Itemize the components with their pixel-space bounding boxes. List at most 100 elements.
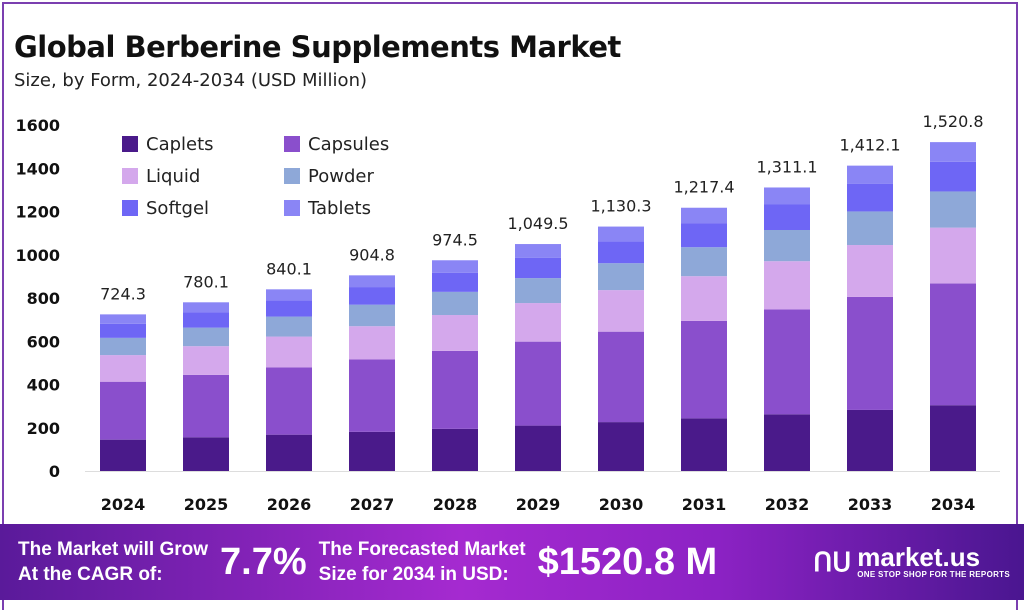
bar-segment-softgel	[432, 272, 478, 292]
brand-logo: ՈՍ market.us ONE STOP SHOP FOR THE REPOR…	[813, 544, 1010, 580]
bar-segment-tablets	[764, 187, 810, 205]
chart-subtitle: Size, by Form, 2024-2034 (USD Million)	[14, 70, 367, 91]
bar-segment-softgel	[183, 312, 229, 328]
data-label-total: 840.1	[266, 259, 312, 278]
bar-segment-tablets	[681, 207, 727, 224]
y-tick-label: 1200	[15, 203, 60, 222]
bar-segment-softgel	[515, 257, 561, 279]
y-tick-label: 200	[27, 419, 60, 438]
brand-name: market.us	[857, 542, 981, 572]
legend-swatch-powder	[284, 168, 300, 184]
bar-segment-capsules	[598, 331, 644, 423]
data-label-total: 1,520.8	[922, 112, 983, 131]
bar-segment-powder	[349, 304, 395, 327]
x-tick-label: 2032	[765, 495, 810, 514]
cagr-label-line2: At the CAGR of:	[18, 564, 163, 585]
y-tick-label: 1600	[15, 116, 60, 135]
bar-segment-liquid	[847, 245, 893, 297]
y-tick-label: 1400	[15, 159, 60, 178]
bar-segment-liquid	[681, 276, 727, 321]
bar-segment-caplets	[930, 405, 976, 471]
legend-label-liquid: Liquid	[146, 166, 200, 187]
bar-segment-caplets	[515, 425, 561, 471]
x-tick-label: 2027	[350, 495, 395, 514]
bar-segment-tablets	[100, 314, 146, 324]
x-tick-label: 2033	[848, 495, 893, 514]
legend-swatch-softgel	[122, 200, 138, 216]
bar-segment-liquid	[349, 326, 395, 360]
brand-tagline: ONE STOP SHOP FOR THE REPORTS	[857, 570, 1010, 579]
x-tick-label: 2024	[101, 495, 146, 514]
bar-segment-liquid	[100, 355, 146, 382]
bar-segment-capsules	[100, 381, 146, 440]
bar-segment-liquid	[515, 303, 561, 342]
bar-segment-powder	[681, 247, 727, 277]
bar-segment-softgel	[100, 323, 146, 338]
bar-segment-tablets	[432, 260, 478, 273]
bar-segment-tablets	[266, 289, 312, 301]
forecast-value: $1520.8 M	[537, 540, 718, 583]
bar-segment-caplets	[432, 428, 478, 471]
bar-segment-softgel	[847, 183, 893, 212]
bar-segment-tablets	[847, 165, 893, 184]
bar-segment-caplets	[598, 422, 644, 471]
data-label-total: 1,217.4	[673, 178, 734, 197]
data-label-total: 1,412.1	[839, 136, 900, 155]
bar-segment-tablets	[598, 226, 644, 242]
legend-label-softgel: Softgel	[146, 198, 209, 219]
bar-segment-powder	[100, 337, 146, 356]
bar-segment-caplets	[764, 414, 810, 471]
cagr-label: The Market will Grow At the CAGR of:	[18, 537, 208, 587]
forecast-label: The Forecasted Market Size for 2034 in U…	[319, 537, 526, 587]
bar-segment-liquid	[598, 290, 644, 332]
bar-segment-powder	[183, 327, 229, 347]
data-label-total: 724.3	[100, 284, 146, 303]
x-tick-label: 2028	[433, 495, 478, 514]
legend-label-caplets: Caplets	[146, 134, 214, 155]
bar-segment-liquid	[764, 261, 810, 310]
data-label-total: 1,311.1	[756, 157, 817, 176]
bar-segment-powder	[764, 230, 810, 262]
bar-segment-caplets	[349, 431, 395, 471]
cagr-label-line1: The Market will Grow	[18, 539, 209, 560]
y-tick-label: 600	[27, 332, 60, 351]
data-label-total: 1,130.3	[590, 197, 651, 216]
data-label-total: 1,049.5	[507, 214, 568, 233]
bar-segment-softgel	[681, 223, 727, 248]
legend-swatch-caplets	[122, 136, 138, 152]
data-label-total: 974.5	[432, 230, 478, 249]
legend-label-powder: Powder	[308, 166, 374, 187]
bar-segment-caplets	[266, 434, 312, 471]
y-tick-label: 400	[27, 376, 60, 395]
stacked-bar-chart: 0 200 400 600 800 1000 1200 1400 1600 724.3 2024 78…	[15, 112, 1000, 514]
bar-segment-tablets	[515, 244, 561, 258]
bar-segment-tablets	[349, 275, 395, 288]
bar-segment-capsules	[681, 320, 727, 419]
bar-segment-powder	[432, 291, 478, 316]
bar-segment-capsules	[515, 341, 561, 426]
forecast-label-line2: Size for 2034 in USD:	[318, 564, 509, 585]
x-tick-label: 2026	[267, 495, 312, 514]
bar-segment-capsules	[764, 309, 810, 415]
bar-segment-tablets	[930, 142, 976, 162]
data-label-total: 780.1	[183, 272, 229, 291]
image-frame	[2, 2, 1018, 610]
bar-segment-caplets	[847, 409, 893, 471]
x-tick-label: 2034	[931, 495, 976, 514]
bar-segment-caplets	[183, 437, 229, 471]
forecast-label-line1: The Forecasted Market	[318, 539, 526, 560]
y-tick-label: 800	[27, 289, 60, 308]
bar-segment-liquid	[266, 336, 312, 368]
bar-segment-softgel	[266, 300, 312, 317]
bar-segment-softgel	[764, 204, 810, 231]
footer-banner: The Market will Grow At the CAGR of: 7.7…	[0, 524, 1024, 600]
cagr-value: 7.7%	[220, 540, 307, 583]
legend-swatch-tablets	[284, 200, 300, 216]
bar-segment-powder	[266, 316, 312, 337]
bar-segment-liquid	[930, 227, 976, 284]
bar-segment-capsules	[266, 367, 312, 435]
bar-segment-capsules	[930, 283, 976, 406]
bar-segment-powder	[515, 278, 561, 304]
x-tick-label: 2025	[184, 495, 229, 514]
bar-segment-capsules	[432, 350, 478, 429]
